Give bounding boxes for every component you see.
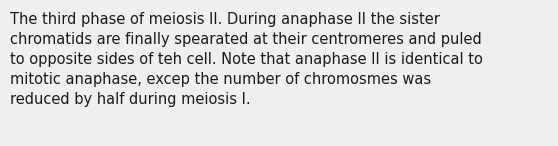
- Text: The third phase of meiosis II. During anaphase II the sister
chromatids are fina: The third phase of meiosis II. During an…: [10, 12, 483, 107]
